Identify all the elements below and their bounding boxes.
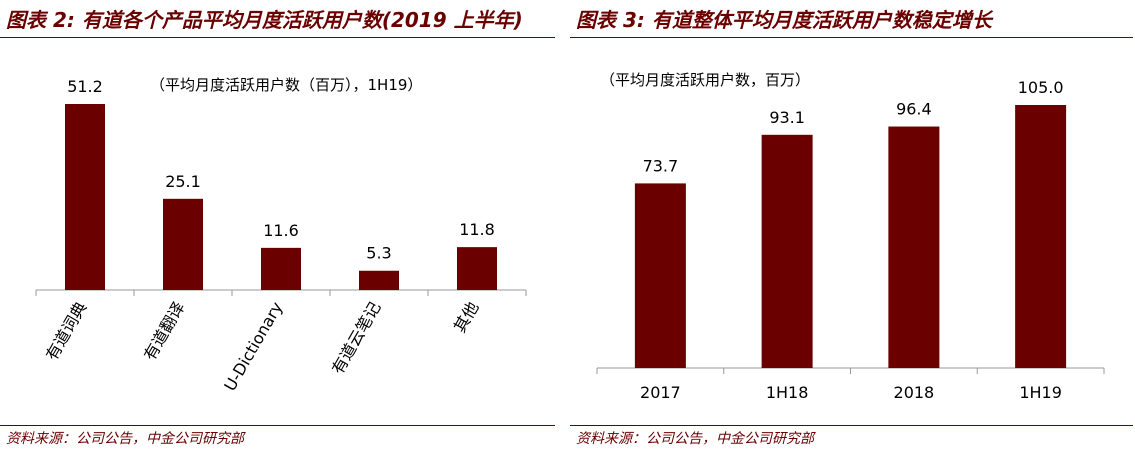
unit-note: （平均月度活跃用户数，百万）: [600, 71, 811, 89]
category-label: 1H19: [1019, 383, 1062, 402]
bar: [457, 247, 497, 290]
data-label: 105.0: [1018, 78, 1064, 97]
category-label: 有道词典: [42, 299, 90, 364]
category-label: 2017: [640, 383, 681, 402]
data-label: 25.1: [165, 172, 201, 191]
source-divider: [0, 425, 555, 426]
category-label: U-Dictionary: [220, 299, 286, 395]
data-label: 5.3: [366, 244, 391, 263]
unit-note: （平均月度活跃用户数（百万），1H19）: [150, 76, 423, 94]
bar: [1015, 105, 1067, 368]
chart-panel-left: 图表 2: 有道各个产品平均月度活跃用户数(2019 上半年) （平均月度活跃用…: [0, 0, 557, 466]
data-label: 93.1: [769, 108, 805, 127]
title-divider: [570, 37, 1133, 38]
bar-chart-overall: 73.7 2017 93.1 1H18 96.4 2018 105.0 1H19: [596, 78, 1105, 402]
data-label: 11.8: [459, 220, 495, 239]
bar: [65, 104, 105, 290]
bar: [359, 270, 399, 290]
bar-chart-products: 51.2 有道词典 25.1 有道翻译 11.6 U-Dictionary 5.3 有道云笔记…: [35, 77, 527, 395]
title-divider: [0, 37, 555, 38]
source-divider: [570, 425, 1133, 426]
category-label: 2018: [894, 383, 935, 402]
bar: [163, 198, 203, 290]
category-label: 有道翻译: [140, 299, 188, 364]
category-label: 其他: [450, 299, 482, 336]
bar: [888, 126, 940, 368]
bar: [634, 183, 686, 368]
source-note: 资料来源：公司公告，中金公司研究部: [576, 431, 814, 447]
bar: [261, 247, 301, 290]
figure-title: 图表 2: 有道各个产品平均月度活跃用户数(2019 上半年): [6, 8, 523, 32]
data-label: 11.6: [263, 221, 299, 240]
data-label: 51.2: [67, 77, 103, 96]
category-label: 有道云笔记: [328, 299, 384, 378]
data-label: 96.4: [896, 100, 932, 119]
data-label: 73.7: [643, 156, 679, 175]
figure-title: 图表 3: 有道整体平均月度活跃用户数稳定增长: [576, 8, 992, 32]
bar: [761, 134, 813, 368]
chart-panel-right: 图表 3: 有道整体平均月度活跃用户数稳定增长 （平均月度活跃用户数，百万） 7…: [570, 0, 1135, 466]
source-note: 资料来源：公司公告，中金公司研究部: [6, 431, 244, 447]
category-label: 1H18: [766, 383, 809, 402]
